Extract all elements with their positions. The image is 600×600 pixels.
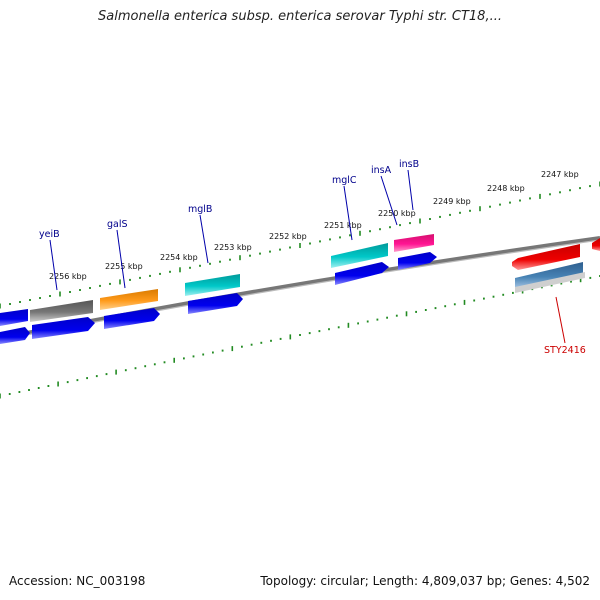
leader-STY2416	[555, 296, 566, 344]
scale-label-2253: 2253 kbp	[214, 243, 252, 252]
map-title: Salmonella enterica subsp. enterica sero…	[98, 9, 502, 24]
feature-STY2416	[515, 262, 583, 289]
leader-yeiB	[49, 239, 58, 291]
leader-mglB	[199, 214, 209, 264]
scale-label-2250: 2250 kbp	[378, 209, 416, 218]
scale-label-2256: 2256 kbp	[49, 272, 87, 281]
gene-label-insB: insB	[399, 159, 419, 170]
gene-label-mglB: mglB	[188, 204, 212, 215]
feature-insA-insB	[394, 234, 434, 252]
inner-scale-ticks	[0, 275, 600, 399]
lower-features	[0, 252, 585, 344]
arrow-mglC-lower	[335, 262, 389, 285]
feature-left-edge-top	[0, 309, 28, 326]
scale-label-2252: 2252 kbp	[269, 232, 307, 241]
leader-galS	[116, 229, 126, 289]
scale-label-2247: 2247 kbp	[541, 170, 579, 179]
gene-label-mglC: mglC	[332, 175, 357, 186]
feature-red-edge	[592, 238, 600, 251]
leader-mglC	[343, 185, 353, 241]
leader-insB	[407, 169, 414, 211]
scale-label-2248: 2248 kbp	[487, 184, 525, 193]
leader-insA	[380, 175, 398, 226]
arrow-yeiB-lower	[32, 317, 95, 339]
arrow-mglB-lower	[188, 293, 243, 314]
gene-label-insA: insA	[371, 165, 392, 176]
scale-labels: 2256 kbp 2255 kbp 2254 kbp 2253 kbp 2252…	[49, 170, 579, 281]
genome-summary-text: Topology: circular; Length: 4,809,037 bp…	[260, 574, 590, 588]
feature-STY2416-shadow	[515, 272, 585, 293]
feature-yeiB	[30, 300, 93, 322]
gene-label-galS: galS	[107, 219, 128, 230]
scale-label-2255: 2255 kbp	[105, 262, 143, 271]
scale-label-2251: 2251 kbp	[324, 221, 362, 230]
scale-label-2254: 2254 kbp	[160, 253, 198, 262]
forward-features	[0, 234, 600, 326]
gene-labels: yeiB galS mglB mglC insA insB STY2416	[39, 159, 586, 356]
gene-label-yeiB: yeiB	[39, 229, 60, 240]
arrow-insB-lower	[398, 252, 437, 270]
arrow-left-edge	[0, 327, 30, 344]
gene-label-STY2416: STY2416	[544, 345, 586, 356]
feature-mglC	[331, 243, 388, 268]
feature-galS	[100, 289, 158, 310]
feature-mglB	[185, 274, 240, 296]
feature-red-right	[512, 244, 580, 270]
arrow-galS-lower	[104, 308, 160, 329]
outer-scale-ticks	[0, 181, 600, 309]
accession-text: Accession: NC_003198	[9, 574, 146, 588]
label-leaders	[49, 169, 566, 344]
scale-label-2249: 2249 kbp	[433, 197, 471, 206]
